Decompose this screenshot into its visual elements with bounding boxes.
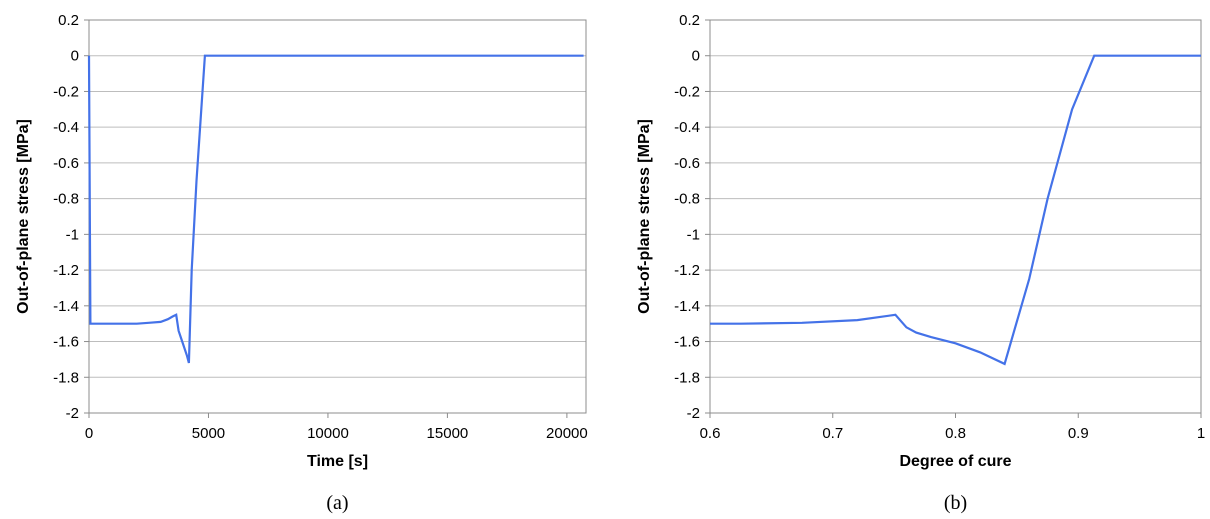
panel-a: 0.2 0 -0.2 -0.4 -0.6 -0.8 -1 -1.2 -1.4 -1.6 -1.8 -2… [15,12,588,514]
y-tick-label: -1.2 [674,262,700,279]
x-tick-label: 0.7 [822,425,843,442]
y-tick-label: -1.4 [53,298,79,315]
x-tick-label: 10000 [307,425,349,442]
plot-area [709,19,1202,414]
x-tick-label: 0.9 [1068,425,1089,442]
y-tick-label: -0.6 [674,155,700,172]
x-tick-label: 1 [1197,425,1205,442]
y-tick-label: -1.4 [674,298,700,315]
y-tick-label: -1 [687,226,700,243]
y-tick-label: 0 [692,48,700,65]
x-tick-label: 0 [85,425,93,442]
x-tick-label: 0.8 [945,425,966,442]
y-tick-label: -0.4 [53,119,79,136]
y-tick-label: -1.2 [53,262,79,279]
y-tick-label: 0.2 [679,12,700,29]
y-tick-label: -1.6 [53,334,79,351]
y-tick-label: -1.6 [674,334,700,351]
x-tick-label: 5000 [192,425,225,442]
x-axis-title: Time [s] [307,453,368,470]
x-tick-label: 0.6 [700,425,721,442]
y-tick-label: -2 [66,405,79,422]
x-axis-title: Degree of cure [899,453,1011,470]
y-tick-label: -0.8 [674,191,700,208]
y-tick-label: -2 [687,405,700,422]
y-tick-label: -0.2 [53,83,79,100]
y-tick-label: -1 [66,226,79,243]
y-tick-label: -0.6 [53,155,79,172]
y-tick-label: -0.8 [53,191,79,208]
y-tick-label: 0.2 [58,12,79,29]
series-line [710,54,1201,366]
y-axis-title: Out-of-plane stress [MPa] [15,119,32,314]
y-tick-label: -1.8 [53,369,79,386]
y-tick-label: -0.2 [674,83,700,100]
series-line [87,54,584,364]
y-tick-label: 0 [71,48,79,65]
panel-caption: (b) [944,492,967,514]
y-tick-label: -0.4 [674,119,700,136]
panel-caption: (a) [326,492,348,514]
y-tick-label: -1.8 [674,369,700,386]
plot-area [88,19,587,414]
x-tick-label: 20000 [546,425,588,442]
panel-b: 0.2 0 -0.2 -0.4 -0.6 -0.8 -1 -1.2 -1.4 -1.6 -1.8 -2… [636,12,1205,514]
y-axis-title: Out-of-plane stress [MPa] [636,119,653,314]
x-tick-label: 15000 [427,425,469,442]
